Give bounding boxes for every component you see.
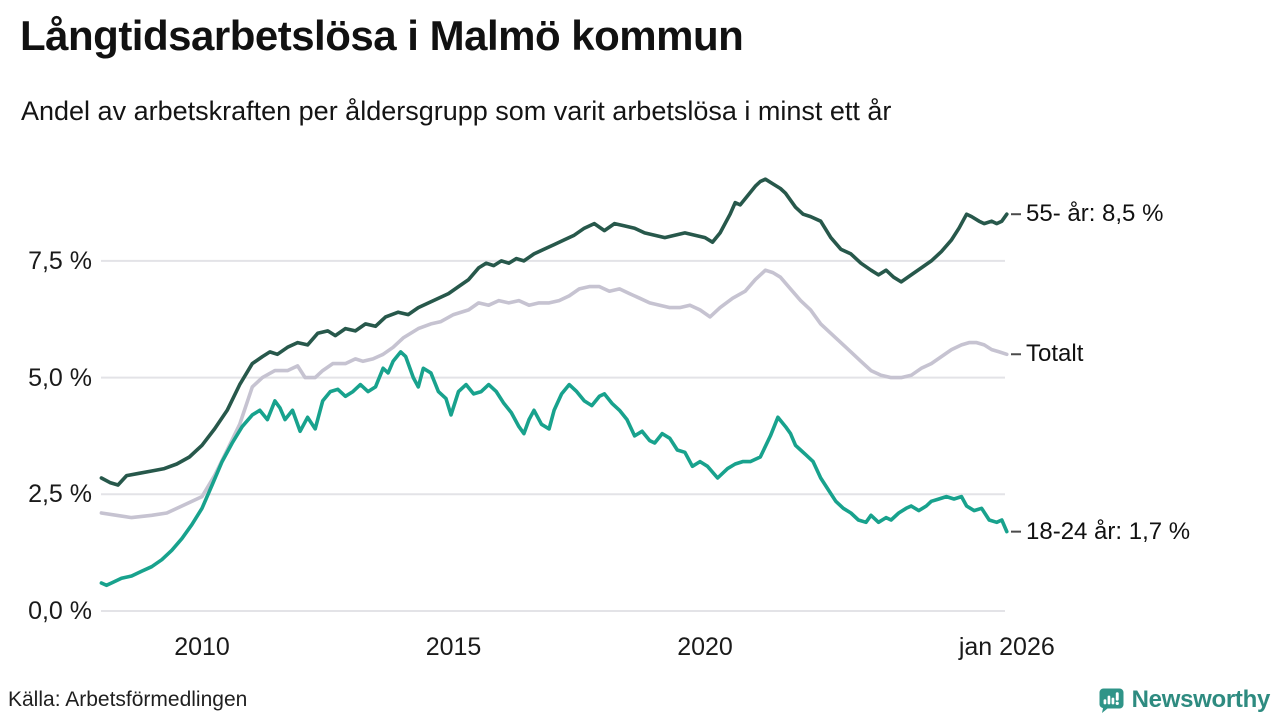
series-line-18-24-r: [99, 350, 1009, 588]
newsworthy-bubble-chart-icon: [1099, 688, 1124, 713]
y-tick-label: 5,0 %: [28, 363, 92, 392]
x-tick-label: 2020: [677, 633, 733, 661]
x-tick-label: jan 2026: [958, 633, 1055, 661]
x-tick-label: 2015: [425, 633, 482, 661]
annotation-55-r: 55- år: 8,5 %: [1026, 200, 1164, 228]
annotation-18-24-r: 18-24 år: 1,7 %: [1026, 517, 1191, 545]
page-title: Långtidsarbetslösa i Malmö kommun: [20, 12, 744, 59]
y-tick-label: 7,5 %: [28, 246, 92, 275]
source-note: Källa: Arbetsförmedlingen: [8, 688, 248, 711]
series-line-totalt: [99, 268, 1009, 520]
chart-subtitle: Andel av arbetskraften per åldersgrupp s…: [21, 96, 892, 126]
series-line-55-r: [99, 177, 1009, 487]
x-tick-label: 2010: [174, 633, 230, 661]
newsworthy-logo: Newsworthy: [1098, 686, 1270, 714]
y-tick-label: 0,0 %: [28, 597, 92, 625]
annotation-totalt: Totalt: [1026, 340, 1084, 368]
newsworthy-wordmark: Newsworthy: [1131, 686, 1271, 713]
y-tick-label: 2,5 %: [28, 480, 92, 509]
